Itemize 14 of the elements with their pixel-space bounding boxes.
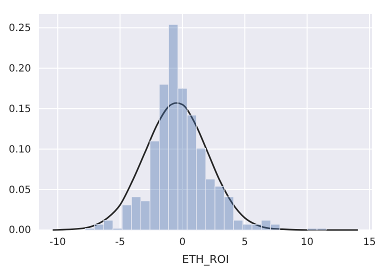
x-tick-label: 10	[300, 237, 314, 248]
x-tick-label: 0	[179, 237, 186, 248]
x-tick-label: 5	[242, 237, 248, 248]
x-tick-label: -5	[115, 237, 126, 248]
y-tick-label: 0.00	[8, 225, 31, 236]
y-tick-label: 0.20	[8, 63, 31, 74]
x-tick-label: 15	[363, 237, 376, 248]
y-tick-label: 0.15	[8, 104, 31, 115]
y-tick-label: 0.25	[8, 22, 31, 34]
x-axis-title: ETH_ROI	[182, 253, 229, 266]
y-tick-label: 0.10	[8, 144, 31, 156]
x-tick-label: -10	[50, 237, 66, 248]
y-tick-label: 0.05	[8, 184, 31, 196]
line-series	[52, 102, 359, 231]
